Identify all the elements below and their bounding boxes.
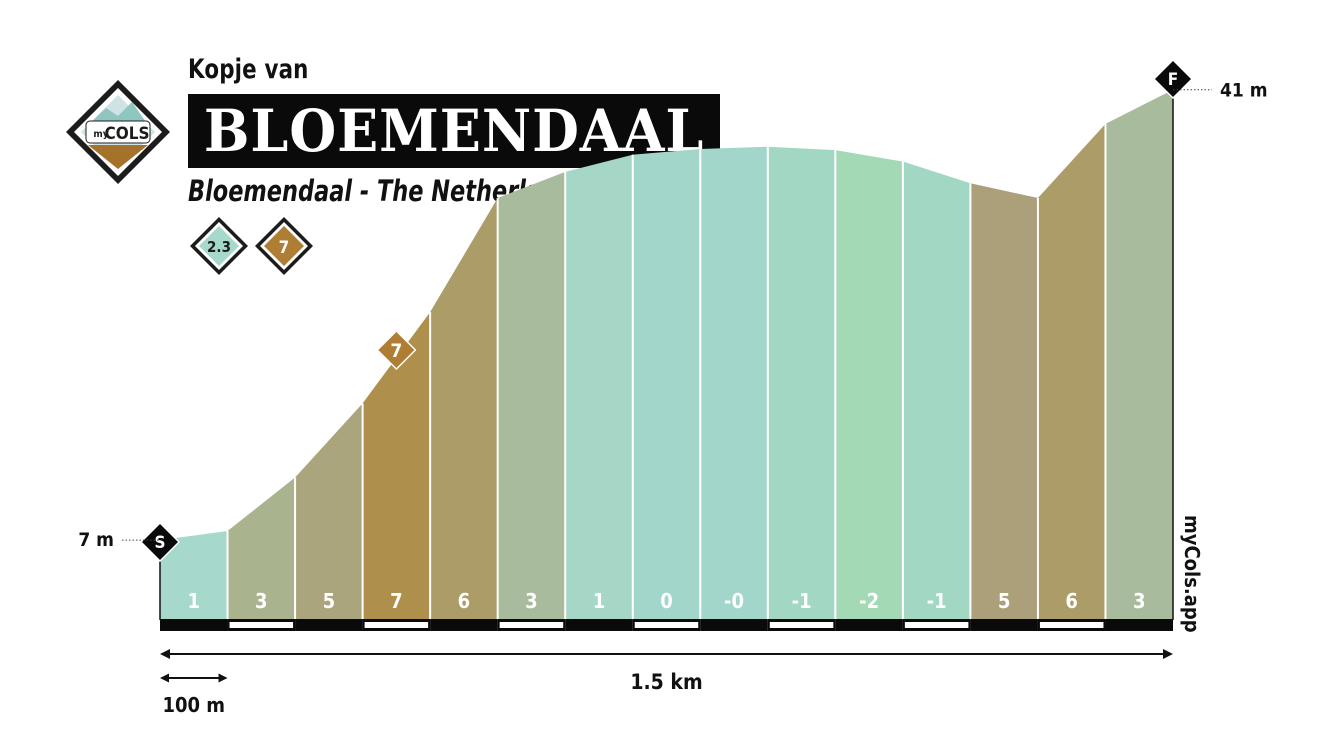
finish-marker-label: F xyxy=(1168,70,1178,90)
profile-segment-5 xyxy=(430,198,498,621)
distance-badge-fill xyxy=(199,226,239,266)
scale-arrow-left xyxy=(160,673,169,683)
watermark: myCols.app xyxy=(1180,515,1204,633)
profile-segment-6 xyxy=(497,171,566,621)
scale-bar-gap xyxy=(904,622,969,628)
scale-bar-gap xyxy=(499,622,564,628)
segment-gradient-label: 6 xyxy=(458,589,471,613)
start-marker-label: S xyxy=(154,533,165,553)
segment-gradient-label: 3 xyxy=(1133,589,1146,613)
scale-bar-block xyxy=(295,619,363,631)
profile-segment-15 xyxy=(1105,89,1173,620)
scale-bar-gap xyxy=(229,622,294,628)
scale-bar-block xyxy=(767,619,836,631)
segment-gradient-label: 0 xyxy=(660,589,673,613)
scale-bar-block xyxy=(970,619,1038,631)
distance-badge: 2.3 xyxy=(190,217,248,275)
scale-bar-block xyxy=(430,619,498,631)
logo-text-cols: COLS xyxy=(105,124,150,144)
mycols-logo-icon: my COLS xyxy=(66,80,170,184)
profile-segment-14 xyxy=(1037,123,1106,621)
profile-segment-12 xyxy=(902,161,971,620)
profile-segment-1 xyxy=(160,531,228,620)
segment-gradient-label: 1 xyxy=(188,589,201,613)
segment-gradient-label: -1 xyxy=(927,589,947,613)
max-gradient-badge: 7 xyxy=(255,217,313,275)
start-elevation-label: 7 m xyxy=(78,529,114,551)
scale-bar-block xyxy=(835,619,903,631)
scale-bar-block xyxy=(902,619,971,631)
finish-marker: F xyxy=(1153,59,1193,99)
distance-label: 1.5 km xyxy=(630,670,702,694)
distance-arrow-right xyxy=(1163,649,1173,659)
segment-gradient-label: -1 xyxy=(792,589,812,613)
profile-segment-13 xyxy=(970,183,1038,620)
profile-segments: 1 3 5 7 6 3 1 0 -0 -1 -2 -1 5 6 3 xyxy=(160,89,1173,621)
segment-gradient-label: 6 xyxy=(1065,589,1078,613)
distance-arrow-left xyxy=(160,649,170,659)
profile-segment-7 xyxy=(565,154,633,620)
scale-label: 100 m xyxy=(162,693,225,717)
scale-bar-block xyxy=(1037,619,1106,631)
scale-bar-gap xyxy=(634,622,699,628)
profile-segment-10 xyxy=(767,146,836,621)
finish-elevation-label: 41 m xyxy=(1220,80,1268,102)
scale-bar-block xyxy=(632,619,701,631)
segment-gradient-label: -0 xyxy=(724,589,744,613)
max-gradient-marker: 7 xyxy=(376,330,417,370)
segment-gradient-label: 3 xyxy=(255,589,268,613)
scale-arrow-right xyxy=(218,673,228,683)
profile-segment-4 xyxy=(362,312,431,620)
climb-location: Bloemendaal - The Netherlands xyxy=(188,174,587,208)
segment-gradient-label: 1 xyxy=(593,589,606,613)
segment-gradient-label: 5 xyxy=(323,589,336,613)
climb-title-box: BLOEMENDAAL xyxy=(188,94,720,168)
max-gradient-badge-fill xyxy=(264,226,304,266)
scale-bar-block xyxy=(565,619,633,631)
max-gradient-badge-label: 7 xyxy=(279,238,290,258)
start-marker: S xyxy=(140,522,180,562)
profile-segment-3 xyxy=(295,403,363,620)
segment-gradient-label: -2 xyxy=(859,589,879,613)
climb-subtitle: Kopje van xyxy=(188,54,309,85)
segment-gradient-label: 5 xyxy=(998,589,1011,613)
profile-segment-9 xyxy=(700,146,768,621)
climb-title: BLOEMENDAAL xyxy=(203,97,705,165)
scale-bar-gap xyxy=(769,622,834,628)
scale-bar-block xyxy=(497,619,566,631)
profile-segment-11 xyxy=(835,150,903,620)
profile-segment-2 xyxy=(227,477,296,620)
scale-bar-block xyxy=(1105,619,1173,631)
max-gradient-marker-label: 7 xyxy=(390,340,402,362)
segment-gradient-label: 7 xyxy=(390,589,403,613)
scale-bar-block xyxy=(227,619,296,631)
scale-bar-block xyxy=(700,619,768,631)
segment-gradient-label: 3 xyxy=(525,589,538,613)
scale-bar-gap xyxy=(364,622,429,628)
profile-segment-8 xyxy=(632,149,701,620)
scale-bar-gap xyxy=(1039,622,1104,628)
distance-badge-label: 2.3 xyxy=(207,238,231,256)
logo-text-my: my xyxy=(93,129,108,140)
scale-bar-block xyxy=(362,619,431,631)
scale-bar-block xyxy=(160,619,228,631)
